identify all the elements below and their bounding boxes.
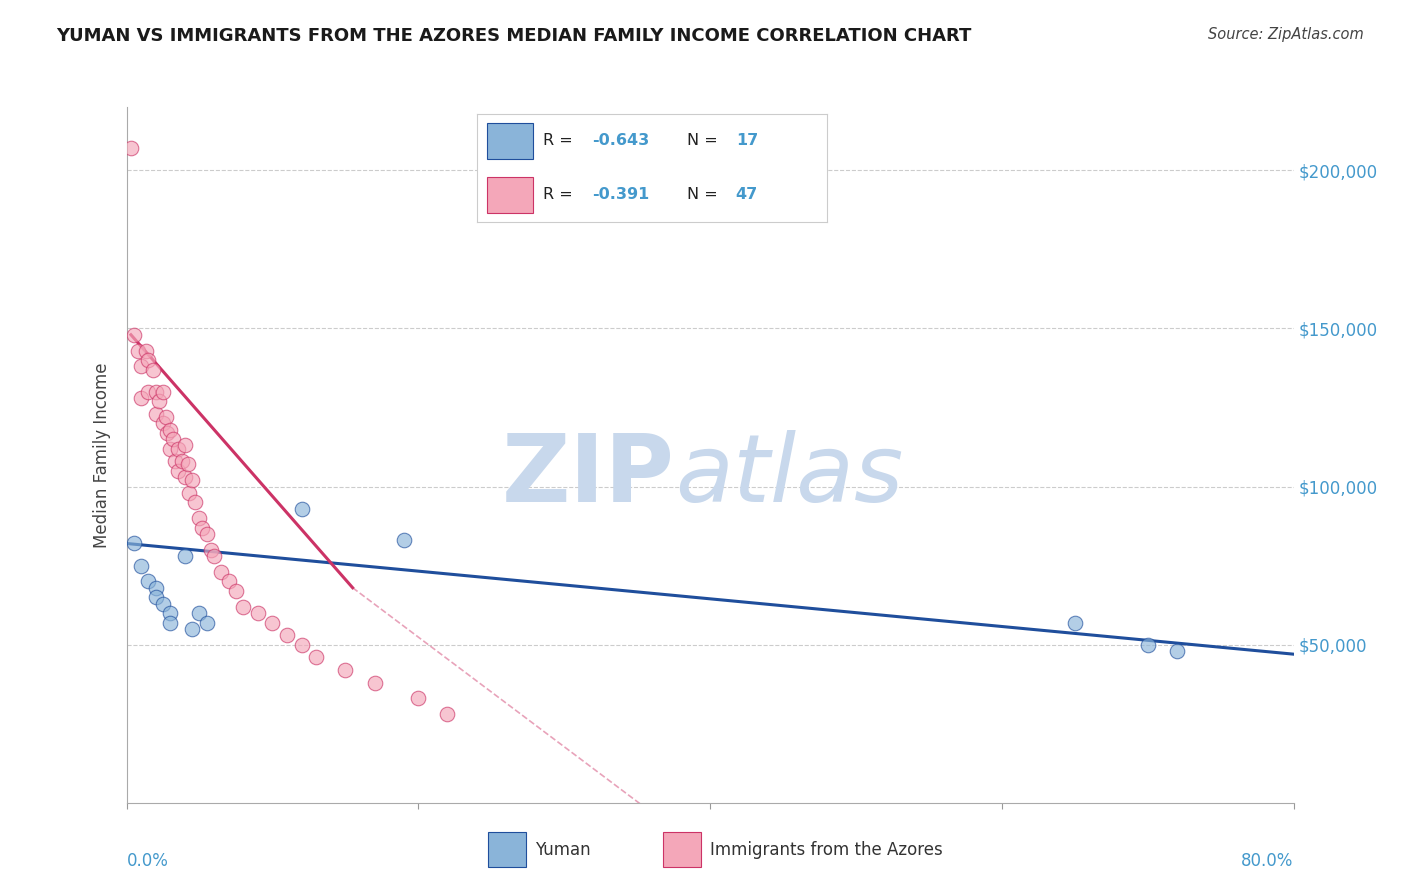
- Point: [174, 438, 197, 452]
- Point: [195, 527, 218, 541]
- Point: [159, 442, 181, 456]
- Y-axis label: Median Family Income: Median Family Income: [93, 362, 111, 548]
- Text: N =: N =: [686, 134, 723, 148]
- Bar: [486, 122, 533, 160]
- Point: [159, 423, 181, 437]
- Bar: [664, 832, 702, 867]
- Text: Immigrants from the Azores: Immigrants from the Azores: [710, 840, 943, 859]
- Point: [188, 511, 211, 525]
- Point: [174, 549, 197, 563]
- Point: [392, 533, 415, 548]
- Point: [408, 691, 430, 706]
- Point: [436, 707, 458, 722]
- Point: [166, 464, 188, 478]
- Point: [145, 581, 167, 595]
- Point: [148, 394, 170, 409]
- Point: [145, 407, 167, 421]
- Point: [276, 628, 298, 642]
- Point: [152, 597, 174, 611]
- Text: 80.0%: 80.0%: [1241, 852, 1294, 870]
- Point: [209, 565, 232, 579]
- Point: [262, 615, 284, 630]
- Text: -0.643: -0.643: [592, 134, 650, 148]
- Point: [290, 638, 312, 652]
- Point: [138, 384, 160, 399]
- Point: [122, 536, 145, 550]
- Text: YUMAN VS IMMIGRANTS FROM THE AZORES MEDIAN FAMILY INCOME CORRELATION CHART: YUMAN VS IMMIGRANTS FROM THE AZORES MEDI…: [56, 27, 972, 45]
- Point: [145, 591, 167, 605]
- Bar: [486, 177, 533, 213]
- Point: [191, 521, 214, 535]
- Bar: [488, 832, 526, 867]
- Point: [1166, 644, 1188, 658]
- Text: 0.0%: 0.0%: [127, 852, 169, 870]
- Point: [181, 622, 204, 636]
- Point: [195, 615, 218, 630]
- Point: [174, 470, 197, 484]
- Point: [1136, 638, 1159, 652]
- Point: [163, 454, 186, 468]
- Point: [184, 495, 207, 509]
- Point: [129, 558, 152, 573]
- Point: [335, 663, 357, 677]
- Point: [138, 574, 160, 589]
- Point: [170, 454, 193, 468]
- Point: [159, 615, 181, 630]
- Point: [218, 574, 240, 589]
- Text: 17: 17: [735, 134, 758, 148]
- Point: [225, 583, 247, 598]
- Point: [290, 501, 312, 516]
- Point: [155, 409, 177, 424]
- Text: Yuman: Yuman: [534, 840, 591, 859]
- Point: [181, 473, 204, 487]
- Text: R =: R =: [543, 187, 578, 202]
- Point: [188, 606, 211, 620]
- Point: [138, 353, 160, 368]
- Text: ZIP: ZIP: [502, 430, 675, 522]
- Point: [162, 432, 184, 446]
- Point: [232, 599, 254, 614]
- Point: [179, 486, 201, 500]
- Point: [202, 549, 225, 563]
- Text: -0.391: -0.391: [592, 187, 650, 202]
- Point: [129, 359, 152, 374]
- Text: R =: R =: [543, 134, 578, 148]
- Point: [1063, 615, 1085, 630]
- Text: atlas: atlas: [675, 430, 903, 521]
- Point: [246, 606, 269, 620]
- Point: [363, 675, 385, 690]
- Text: N =: N =: [686, 187, 723, 202]
- Point: [166, 442, 188, 456]
- Point: [177, 458, 200, 472]
- Point: [129, 391, 152, 405]
- Point: [156, 425, 179, 440]
- Point: [152, 384, 174, 399]
- Text: 47: 47: [735, 187, 758, 202]
- Point: [305, 650, 328, 665]
- Point: [159, 606, 181, 620]
- Point: [152, 417, 174, 431]
- Point: [127, 343, 149, 358]
- Point: [120, 141, 142, 155]
- Point: [200, 542, 222, 557]
- Point: [142, 362, 165, 376]
- Point: [145, 384, 167, 399]
- Point: [122, 327, 145, 342]
- Point: [134, 343, 156, 358]
- Text: Source: ZipAtlas.com: Source: ZipAtlas.com: [1208, 27, 1364, 42]
